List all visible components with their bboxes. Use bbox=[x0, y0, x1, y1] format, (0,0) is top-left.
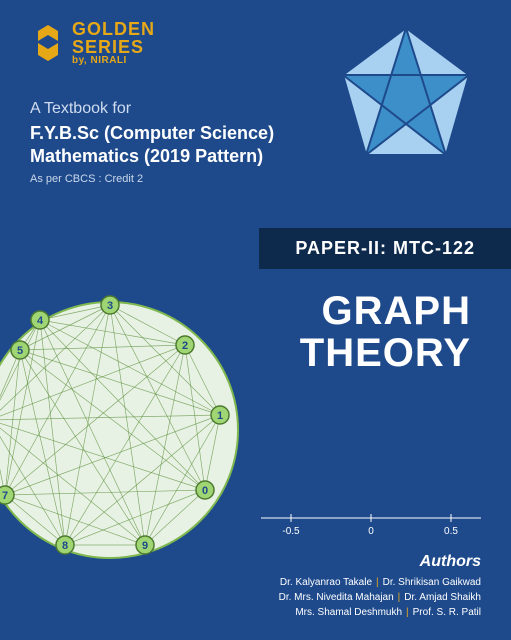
graph-decoration: 3210987654 bbox=[0, 290, 250, 570]
svg-text:-0.5: -0.5 bbox=[282, 526, 300, 537]
separator: | bbox=[394, 592, 405, 603]
title-line2: THEORY bbox=[300, 332, 471, 374]
title-line1: GRAPH bbox=[300, 290, 471, 332]
author-name: Dr. Amjad Shaikh bbox=[404, 592, 481, 603]
svg-text:0: 0 bbox=[368, 526, 374, 537]
paper-badge: PAPER-II: MTC-122 bbox=[259, 228, 511, 269]
logo-icon bbox=[30, 23, 66, 63]
author-name: Dr. Shrikisan Gaikwad bbox=[383, 577, 481, 588]
logo-text-line1: GOLDEN bbox=[72, 20, 155, 38]
svg-text:5: 5 bbox=[17, 345, 23, 357]
axis-decoration: -0.5 0 0.5 bbox=[261, 510, 481, 545]
subtitle-course-line2: Mathematics (2019 Pattern) bbox=[30, 145, 274, 168]
authors-heading: Authors bbox=[279, 553, 481, 571]
svg-text:7: 7 bbox=[2, 490, 8, 502]
authors-line: Mrs. Shamal Deshmukh|Prof. S. R. Patil bbox=[279, 605, 481, 620]
logo-text-line2: SERIES bbox=[72, 38, 155, 56]
author-name: Prof. S. R. Patil bbox=[413, 607, 481, 618]
subtitle-block: A Textbook for F.Y.B.Sc (Computer Scienc… bbox=[30, 100, 274, 185]
book-title: GRAPH THEORY bbox=[300, 290, 471, 374]
publisher-logo: GOLDEN SERIES by, NIRALI bbox=[30, 20, 155, 66]
subtitle-course-line1: F.Y.B.Sc (Computer Science) bbox=[30, 122, 274, 145]
svg-text:2: 2 bbox=[182, 340, 188, 352]
author-name: Mrs. Shamal Deshmukh bbox=[295, 607, 402, 618]
svg-text:3: 3 bbox=[107, 300, 113, 312]
svg-text:1: 1 bbox=[217, 410, 223, 422]
svg-text:4: 4 bbox=[37, 315, 44, 327]
authors-block: Authors Dr. Kalyanrao Takale|Dr. Shrikis… bbox=[279, 553, 481, 620]
logo-text-line3: by, NIRALI bbox=[72, 56, 155, 66]
subtitle-intro: A Textbook for bbox=[30, 100, 274, 118]
pentagram-decoration bbox=[331, 20, 481, 170]
subtitle-note: As per CBCS : Credit 2 bbox=[30, 173, 274, 185]
svg-text:8: 8 bbox=[62, 540, 68, 552]
svg-text:0.5: 0.5 bbox=[444, 526, 458, 537]
separator: | bbox=[402, 607, 413, 618]
separator: | bbox=[372, 577, 383, 588]
authors-line: Dr. Mrs. Nivedita Mahajan|Dr. Amjad Shai… bbox=[279, 590, 481, 605]
author-name: Dr. Kalyanrao Takale bbox=[280, 577, 372, 588]
authors-line: Dr. Kalyanrao Takale|Dr. Shrikisan Gaikw… bbox=[279, 575, 481, 590]
book-cover: GOLDEN SERIES by, NIRALI A Textbook for … bbox=[0, 0, 511, 640]
svg-text:9: 9 bbox=[142, 540, 148, 552]
svg-text:0: 0 bbox=[202, 485, 208, 497]
author-name: Dr. Mrs. Nivedita Mahajan bbox=[279, 592, 394, 603]
